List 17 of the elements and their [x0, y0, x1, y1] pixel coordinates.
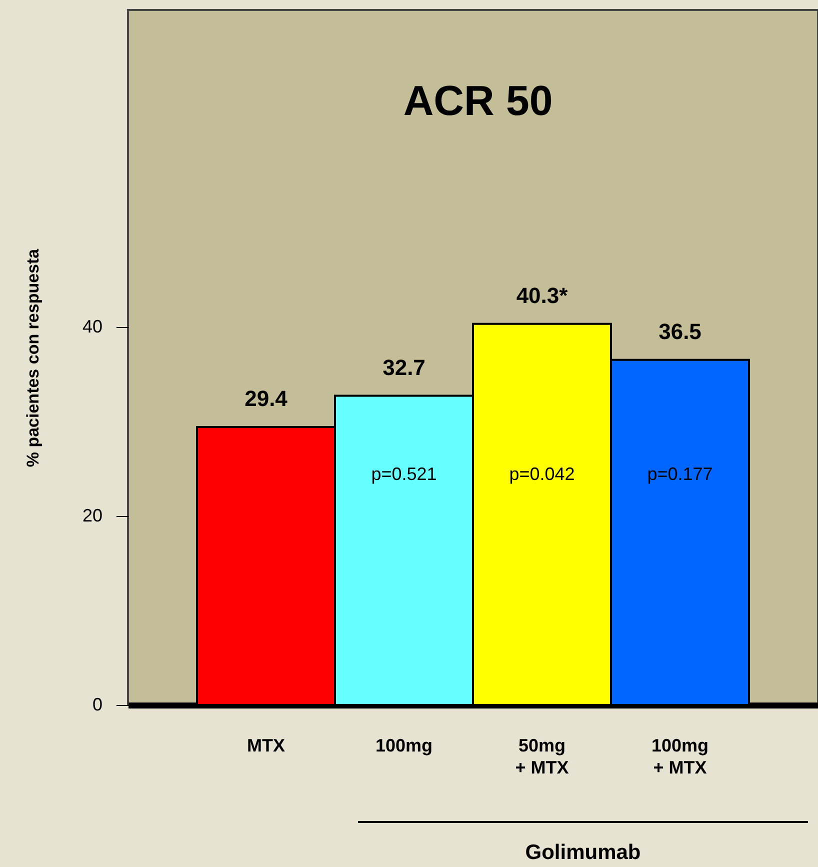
- text: ACR 50: [403, 77, 553, 124]
- x-tick-label: 100mg: [375, 736, 433, 756]
- y-tick-label: 40: [82, 316, 102, 336]
- y-tick-label: 0: [92, 694, 102, 714]
- x-tick-label: 100mg + MTX: [651, 736, 709, 778]
- data-label: 40.3*: [516, 282, 568, 308]
- data-label: 36.5: [658, 318, 702, 344]
- data-label: 29.4: [244, 386, 288, 411]
- y-tick-label: 20: [82, 505, 102, 526]
- data-label: 32.7: [382, 354, 426, 380]
- annotation: p=0.177: [647, 464, 713, 484]
- text: Golimumab: [525, 841, 641, 864]
- x-tick-label: MTX: [247, 736, 285, 756]
- x-tick-label: 50mg + MTX: [515, 736, 569, 778]
- annotation: p=0.042: [509, 464, 575, 484]
- y-axis-title: % pacientes con respuesta: [23, 248, 42, 468]
- annotation: p=0.521: [371, 464, 437, 484]
